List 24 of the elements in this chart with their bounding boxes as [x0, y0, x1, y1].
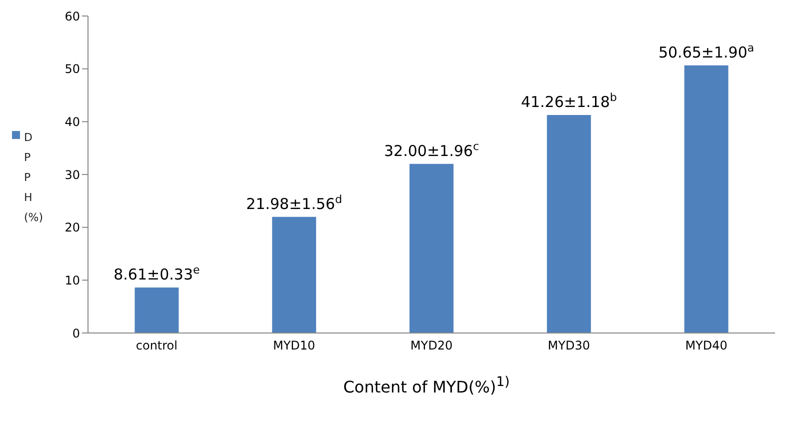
bar: [410, 164, 454, 333]
bar: [546, 115, 591, 333]
y-tick-label: 30: [64, 168, 80, 182]
bar: [684, 65, 728, 333]
y-tick-label: 60: [64, 9, 80, 24]
x-tick-label: MYD20: [410, 338, 453, 353]
y-tick-label: 0: [72, 326, 80, 340]
bar: [272, 216, 316, 333]
bar: [134, 288, 179, 333]
data-label: 21.98±1.56$^{d}$: [246, 192, 342, 213]
x-axis-title: Content of MYD(%)$^{1)}$: [342, 375, 511, 396]
x-tick-label: MYD30: [548, 338, 590, 353]
y-tick-label: 50: [64, 62, 80, 76]
data-label: 41.26±1.18$^{b}$: [520, 90, 617, 112]
y-tick-label: 20: [64, 220, 80, 235]
legend-label: DPPH (%): [24, 130, 44, 226]
x-tick-label: MYD10: [273, 338, 316, 353]
x-tick-label: control: [136, 338, 178, 353]
data-label: 8.61±0.33$^{e}$: [114, 263, 200, 284]
y-tick-label: 10: [64, 273, 80, 288]
data-label: 32.00±1.96$^{c}$: [384, 139, 480, 160]
x-tick-label: MYD40: [685, 338, 728, 353]
y-tick-label: 40: [64, 114, 80, 129]
data-label: 50.65±1.90$^{a}$: [658, 40, 754, 62]
